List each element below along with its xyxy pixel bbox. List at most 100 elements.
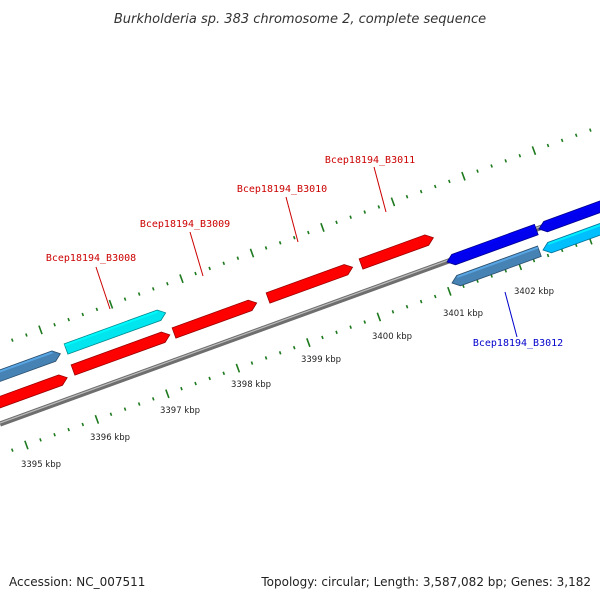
lower-row-major-tick <box>447 286 452 296</box>
upper-row-minor-tick <box>194 271 197 276</box>
lower-row-minor-tick <box>335 330 338 335</box>
lower-row-minor-tick <box>363 320 367 324</box>
upper-row-minor-tick <box>504 159 508 163</box>
gene-label-b3009[interactable]: Bcep18194_B3009 <box>140 219 230 230</box>
gene-label-b3011[interactable]: Bcep18194_B3011 <box>325 155 415 166</box>
upper-row-minor-tick <box>349 215 352 219</box>
upper-row-minor-tick <box>53 322 56 327</box>
lower-row-minor-tick <box>405 304 409 309</box>
upper-row-minor-tick <box>490 164 493 168</box>
upper-row-major-tick <box>249 248 255 258</box>
lower-row-minor-tick <box>433 294 437 299</box>
scale-label-3398: 3398 kbp <box>231 380 271 390</box>
lower-row-minor-tick <box>194 381 197 386</box>
leader-line-b3010 <box>285 196 299 243</box>
feature-forward-7-steel[interactable] <box>0 350 61 385</box>
feature-forward-1-highlight <box>0 375 60 400</box>
upper-row-major-tick <box>38 325 43 335</box>
lower-row-minor-tick <box>53 432 56 437</box>
feature-reverse-4[interactable] <box>542 221 600 254</box>
upper-row-minor-tick <box>574 133 578 138</box>
upper-row-major-tick <box>108 299 114 309</box>
feature-forward-7-steel-highlight <box>0 351 53 373</box>
scale-label-3397: 3397 kbp <box>160 406 200 416</box>
summary-text: Topology: circular; Length: 3,587,082 bp… <box>260 575 591 589</box>
feature-reverse-3-b3012-highlight <box>456 246 539 278</box>
upper-row-minor-tick <box>307 230 310 235</box>
upper-row-minor-tick <box>151 287 155 291</box>
gene-label-b3010[interactable]: Bcep18194_B3010 <box>237 184 327 195</box>
feature-forward-3-b3009-highlight <box>172 300 250 331</box>
upper-row-minor-tick <box>335 220 338 225</box>
leader-lines <box>95 166 518 338</box>
upper-row-minor-tick <box>448 179 451 184</box>
upper-row-minor-tick <box>476 169 479 173</box>
feature-reverse-1-highlight <box>451 224 536 257</box>
lower-row-minor-tick <box>39 438 42 442</box>
upper-row-minor-tick <box>67 317 70 322</box>
upper-row-minor-tick <box>123 297 127 301</box>
lower-row-major-tick <box>24 440 29 450</box>
upper-row-major-tick <box>320 222 325 232</box>
upper-row-minor-tick <box>560 138 564 143</box>
feature-forward-4-b3010[interactable] <box>265 264 354 304</box>
lower-row-major-tick <box>235 363 241 373</box>
upper-row-minor-tick <box>433 184 437 189</box>
feature-reverse-3-b3012-body <box>451 245 542 287</box>
feature-reverse-2[interactable] <box>538 200 600 233</box>
feature-forward-4-b3010-highlight <box>266 265 346 296</box>
feature-reverse-3-b3012[interactable] <box>451 245 542 287</box>
lower-row-minor-tick <box>208 376 211 381</box>
upper-row-minor-tick <box>589 128 592 132</box>
feature-forward-3-b3009[interactable] <box>171 299 258 339</box>
scale-labels: 3395 kbp 3396 kbp 3397 kbp 3398 kbp 3399… <box>21 287 554 470</box>
lower-row-minor-tick <box>292 345 296 350</box>
feature-forward-2-b3008[interactable] <box>70 331 171 376</box>
lower-row-minor-tick <box>321 335 324 340</box>
lower-row-minor-tick <box>109 412 113 417</box>
lower-row-minor-tick <box>419 299 423 304</box>
feature-track <box>0 200 600 410</box>
upper-row-minor-tick <box>95 307 99 312</box>
gene-label-b3012[interactable]: Bcep18194_B3012 <box>473 338 563 349</box>
upper-row-minor-tick <box>208 266 211 271</box>
feature-forward-5-b3011[interactable] <box>358 234 434 270</box>
lower-row-minor-tick <box>67 427 70 432</box>
gene-labels: Bcep18194_B3008 Bcep18194_B3009 Bcep1819… <box>46 155 563 349</box>
feature-forward-2-b3008-body <box>70 331 171 376</box>
upper-row-minor-tick <box>10 338 14 342</box>
feature-forward-6-cyan[interactable] <box>63 309 167 355</box>
feature-forward-1[interactable] <box>0 374 68 410</box>
leader-line-b3009 <box>189 231 204 277</box>
scale-label-3401: 3401 kbp <box>443 309 483 319</box>
lower-row-major-tick <box>165 389 170 399</box>
gene-label-b3008[interactable]: Bcep18194_B3008 <box>46 253 136 264</box>
upper-row-major-tick <box>461 171 466 181</box>
scale-label-3399: 3399 kbp <box>301 355 341 365</box>
feature-forward-7-steel-body <box>0 350 61 382</box>
feature-forward-2-b3008-highlight <box>71 332 163 368</box>
lower-row-minor-tick <box>123 407 127 411</box>
upper-row-major-tick <box>179 274 184 284</box>
scale-label-3400: 3400 kbp <box>372 332 412 342</box>
scale-label-3402: 3402 kbp <box>514 287 554 297</box>
upper-row-minor-tick <box>377 205 381 209</box>
feature-forward-5-b3011-body <box>358 234 434 270</box>
upper-row-minor-tick <box>166 282 169 286</box>
feature-reverse-1[interactable] <box>446 223 539 266</box>
scale-label-3396: 3396 kbp <box>90 433 130 443</box>
feature-reverse-4-highlight <box>547 224 600 245</box>
lower-row-minor-tick <box>151 397 155 401</box>
upper-row-minor-tick <box>419 189 423 194</box>
leader-line-b3011 <box>373 166 387 213</box>
lower-row-minor-tick <box>349 325 352 329</box>
upper-row-minor-tick <box>546 143 550 148</box>
upper-row-major-tick <box>531 146 537 156</box>
feature-forward-3-b3009-body <box>171 299 258 339</box>
lower-row-minor-tick <box>391 310 395 314</box>
scale-ticks <box>10 128 593 452</box>
lower-row-minor-tick <box>180 386 183 391</box>
feature-forward-1-body <box>0 374 68 409</box>
upper-row-minor-tick <box>292 235 296 240</box>
